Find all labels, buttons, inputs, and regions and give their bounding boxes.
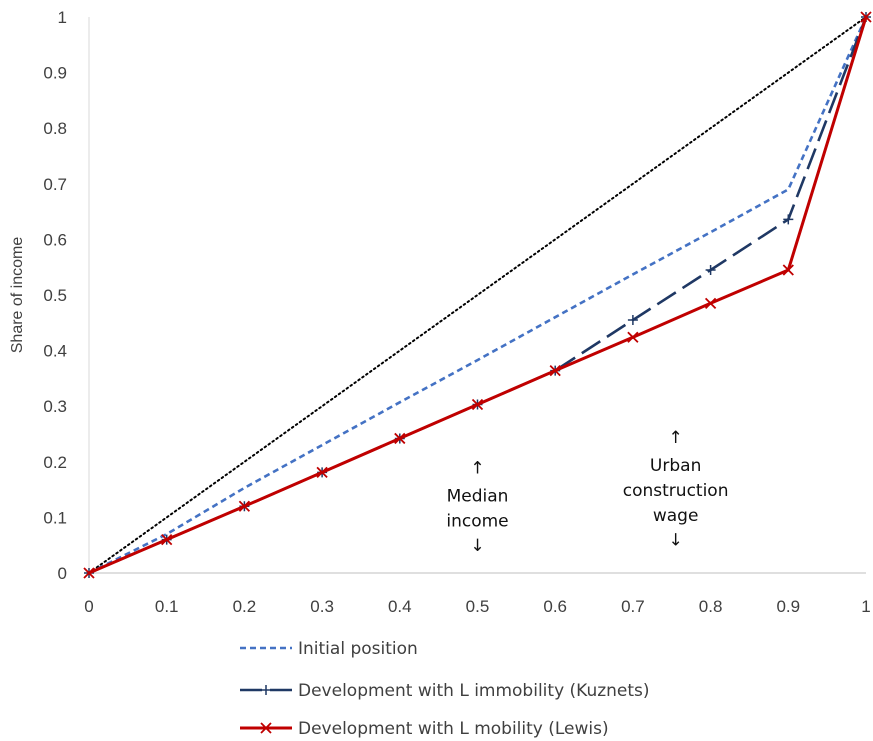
x-tick-label: 0.4: [388, 597, 412, 616]
legend-label: Development with L immobility (Kuznets): [298, 681, 650, 701]
y-tick-label: 0.1: [43, 508, 67, 527]
x-tick-label: 0.3: [310, 597, 334, 616]
data-point: [782, 264, 794, 276]
data-point: [161, 534, 173, 546]
annotation-arrow-up: ↑: [669, 428, 683, 448]
data-point: [471, 398, 484, 411]
y-tick-label: 0: [58, 564, 67, 583]
y-axis-label: Share of income: [9, 237, 26, 354]
data-point: [238, 500, 251, 512]
data-point: [316, 466, 328, 479]
legend-label: Development with L mobility (Lewis): [298, 719, 609, 739]
y-tick-label: 0.6: [43, 230, 67, 249]
series-0: [88, 16, 868, 575]
legend-entry-1: Development with L immobility (Kuznets): [240, 681, 650, 701]
legend-marker: [261, 685, 271, 695]
equality-line: [88, 16, 867, 574]
annotation-text: Median: [447, 486, 509, 506]
legend: Initial position Development with L immob…: [240, 639, 650, 739]
x-tick-label: 0.6: [543, 597, 567, 616]
x-tick-label: 0.5: [466, 597, 490, 616]
axes: 0 0.1 0.2 0.3 0.4 0.5 0.6 0.7 0.8 0.9 1 0 0.1 0.2 0.3 0…: [43, 8, 870, 616]
x-tick-label: 0.2: [233, 597, 257, 616]
annotations-group: ↑ Median income ↓ ↑ Urban construction wage ↓: [446, 428, 728, 556]
annotation-0: ↑ Median income ↓: [446, 458, 508, 556]
y-tick-label: 0.5: [43, 286, 67, 305]
annotation-arrow-up: ↑: [470, 458, 484, 478]
annotation-arrow-down: ↓: [470, 536, 484, 556]
data-point: [627, 315, 638, 326]
x-tick-label: 0.9: [776, 597, 800, 616]
series-group: [83, 11, 872, 579]
y-tick-label: 0.9: [43, 64, 67, 83]
y-tick-label: 0.7: [43, 175, 67, 194]
data-point: [860, 11, 872, 23]
annotation-text: Urban: [650, 456, 701, 476]
x-tick-label: 0.8: [699, 597, 723, 616]
data-point: [704, 297, 717, 309]
series-line-0: [88, 16, 868, 575]
data-point: [627, 331, 639, 343]
annotation-1: ↑ Urban construction wage ↓: [623, 428, 729, 551]
series-2: [83, 11, 872, 579]
annotation-text: wage: [653, 506, 699, 526]
annotation-text: construction: [623, 481, 729, 501]
legend-entry-2: Development with L mobility (Lewis): [240, 719, 609, 739]
data-point: [83, 567, 95, 579]
y-tick-label: 0.4: [43, 342, 67, 361]
x-tick-label: 0.1: [155, 597, 179, 616]
annotation-text: income: [446, 511, 508, 531]
y-tick-label: 0.2: [43, 453, 67, 472]
legend-label: Initial position: [298, 639, 418, 659]
y-tick-label: 0.8: [43, 119, 67, 138]
data-point: [705, 264, 716, 275]
annotation-arrow-down: ↓: [669, 531, 683, 551]
x-tick-label: 0: [84, 597, 93, 616]
equality-line-group: [88, 16, 867, 574]
y-tick-label: 0.3: [43, 397, 67, 416]
data-point: [783, 214, 794, 225]
y-tick-label: 1: [58, 8, 67, 27]
legend-entry-0: Initial position: [240, 639, 418, 659]
x-tick-label: 1: [861, 597, 870, 616]
x-tick-label: 0.7: [621, 597, 645, 616]
legend-marker: [260, 722, 272, 734]
data-point: [394, 432, 406, 445]
data-point: [549, 364, 561, 377]
